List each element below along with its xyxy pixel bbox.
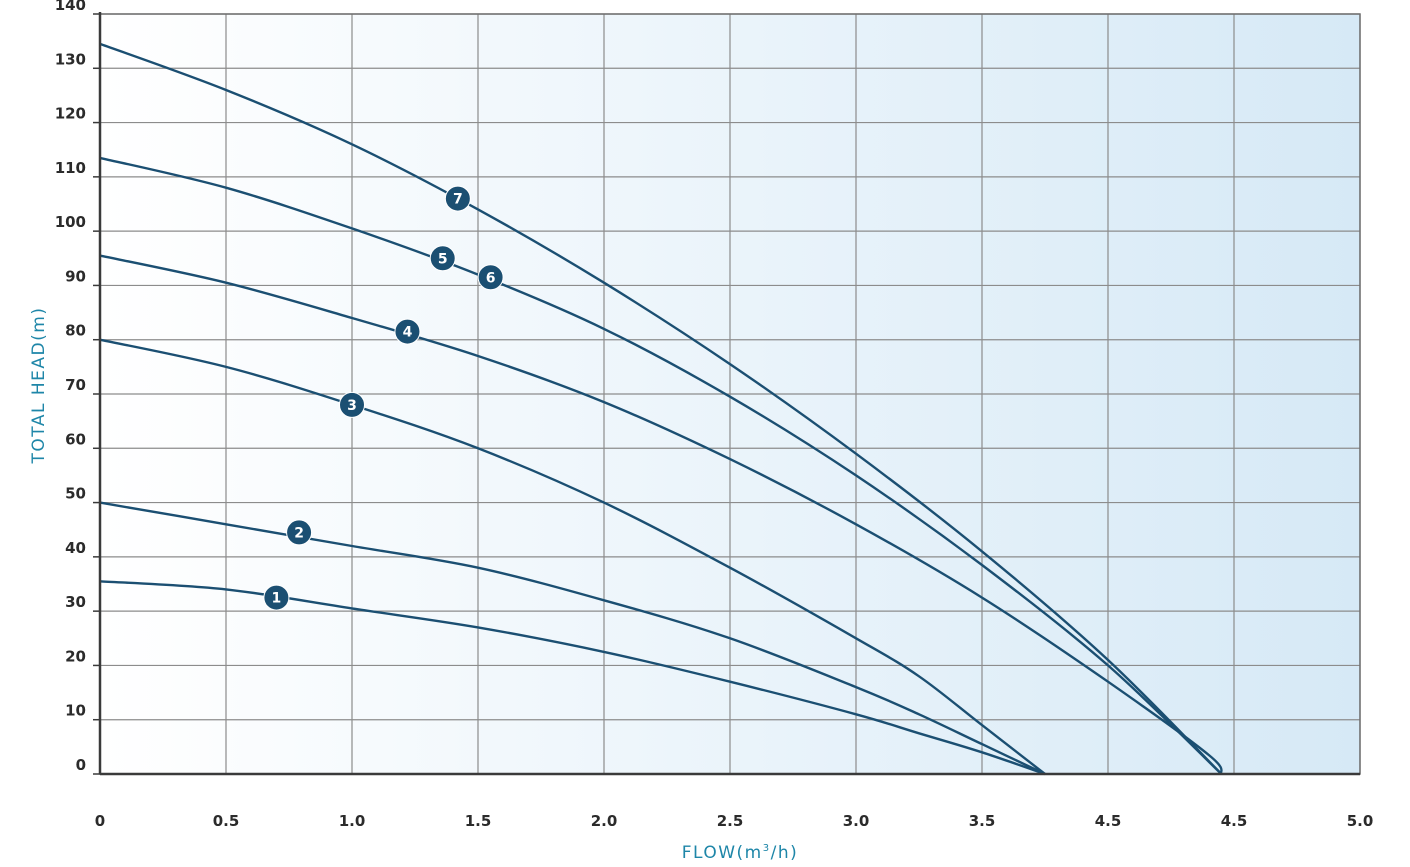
y-tick-label-3: 30 (65, 593, 86, 611)
curve-4 (99, 254, 1223, 775)
axes (93, 12, 1361, 776)
x-tick-label-7: 3.5 (969, 812, 996, 830)
x-tick-label-10: 5.0 (1347, 812, 1374, 830)
x-tick-label-5: 2.5 (717, 812, 744, 830)
x-axis-title-superscript: 3 (763, 843, 771, 854)
y-tick-label-9: 90 (65, 267, 86, 285)
curve-badge-label-7: 7 (453, 192, 463, 208)
y-tick-label-0: 0 (76, 756, 86, 774)
y-tick-label-5: 50 (65, 485, 86, 503)
curve-badge-label-1: 1 (272, 591, 282, 607)
curve-7 (99, 42, 1223, 775)
curve-badge-4: 4 (394, 318, 421, 345)
x-tick-label-3: 1.5 (465, 812, 492, 830)
curve-badge-circle-6 (477, 264, 504, 291)
y-tick-label-4: 40 (65, 539, 86, 557)
curve-badge-label-6: 6 (486, 270, 496, 286)
curve-badge-6: 6 (477, 264, 504, 291)
y-tick-label-10: 100 (55, 213, 86, 231)
x-tick-label-4: 2.0 (591, 812, 618, 830)
x-axis-title-prefix: FLOW(m (682, 843, 763, 863)
curve-2 (99, 501, 1046, 776)
curve-5 (99, 156, 1223, 775)
curve-badge-label-5: 5 (438, 251, 448, 267)
curve-badge-circle-7 (444, 185, 471, 212)
x-axis-title: FLOW(m3/h) (682, 843, 799, 863)
curve-badge-label-2: 2 (294, 525, 304, 541)
curve-badge-1: 1 (263, 584, 290, 611)
curve-badge-5: 5 (429, 245, 456, 272)
curve-badge-circle-2 (286, 519, 313, 546)
x-tick-label-1: 0.5 (213, 812, 240, 830)
curve-badge-2: 2 (286, 519, 313, 546)
y-axis-title: TOTAL HEAD(m) (29, 307, 49, 465)
x-tick-label-9: 4.5 (1221, 812, 1248, 830)
curve-badge-label-4: 4 (403, 325, 413, 341)
y-tick-label-12: 120 (55, 105, 86, 123)
x-tick-label-8: 4.5 (1095, 812, 1122, 830)
x-tick-label-0: 0 (95, 812, 105, 830)
y-tick-label-14: 140 (55, 0, 86, 14)
y-tick-label-7: 70 (65, 376, 86, 394)
curve-badge-label-3: 3 (347, 398, 357, 414)
curve-badge-7: 7 (444, 185, 471, 212)
y-tick-label-6: 60 (65, 430, 86, 448)
y-tick-label-11: 110 (55, 159, 86, 177)
x-tick-labels: 0 0.5 1.0 1.5 2.0 2.5 3.0 3.5 4.5 4.5 5.0 (95, 812, 1374, 830)
curve-badge-circle-5 (429, 245, 456, 272)
y-tick-label-2: 20 (65, 647, 86, 665)
x-tick-label-2: 1.0 (339, 812, 366, 830)
y-tick-label-1: 10 (65, 702, 86, 720)
curve-badge-circle-4 (394, 318, 421, 345)
curve-3 (99, 338, 1046, 775)
curve-badge-3: 3 (339, 391, 365, 418)
y-tick-labels: 0 10 20 30 40 50 60 70 80 90 100 110 120 130 140 (55, 0, 86, 774)
y-tick-label-8: 80 (65, 322, 86, 340)
curves (99, 42, 1223, 776)
curve-badge-circle-1 (263, 584, 290, 611)
y-tick-label-13: 130 (55, 50, 86, 68)
curve-badges: 1 2 3 4 5 6 7 (263, 185, 504, 611)
curve-badge-circle-3 (339, 391, 365, 418)
x-tick-label-6: 3.0 (843, 812, 870, 830)
x-axis-title-suffix: /h) (771, 843, 799, 863)
